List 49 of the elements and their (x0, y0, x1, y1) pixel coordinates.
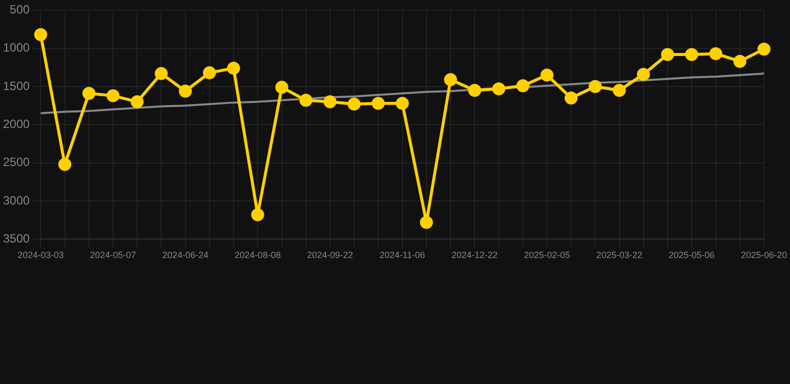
point (444, 73, 458, 86)
x-tick-label: 2024-03-03 (18, 250, 64, 260)
point (324, 95, 337, 108)
point (275, 80, 288, 94)
point (58, 158, 72, 171)
point (299, 94, 312, 107)
y-tick-label: 3500 (2, 232, 30, 246)
y-tick-label: 2000 (2, 117, 30, 132)
point (709, 47, 722, 60)
point (685, 48, 698, 61)
point (348, 98, 361, 111)
x-tick-label: 2024-12-22 (452, 250, 498, 260)
point (468, 84, 482, 97)
point (636, 68, 650, 81)
x-tick-label: 2024-06-24 (162, 250, 208, 260)
point (540, 68, 554, 82)
point (588, 80, 602, 94)
point (612, 84, 626, 97)
point (516, 79, 530, 92)
point (178, 84, 192, 98)
y-tick-label: 1500 (2, 78, 30, 93)
point (396, 96, 409, 110)
point (733, 54, 746, 68)
point (420, 216, 433, 229)
point (492, 82, 506, 96)
y-tick-label: 3000 (2, 193, 30, 208)
y-tick-label: 500 (10, 2, 30, 17)
x-tick-label: 2025-06-20 (740, 250, 788, 260)
point (564, 91, 578, 104)
x-tick-label: 2025-05-06 (668, 250, 715, 260)
y-tick-label: 1000 (2, 40, 30, 55)
x-tick-label: 2025-03-22 (596, 250, 642, 260)
y-tick-label: 2500 (2, 155, 30, 170)
point (202, 66, 216, 80)
point (757, 42, 770, 56)
point (82, 86, 96, 100)
point (251, 208, 264, 222)
x-tick-label: 2024-09-22 (306, 250, 354, 260)
x-tick-label: 2025-02-05 (524, 250, 570, 260)
x-tick-label: 2024-11-06 (380, 250, 426, 260)
point (661, 48, 674, 61)
point (227, 62, 240, 75)
x-tick-label: 2024-05-07 (90, 250, 136, 260)
point (106, 89, 120, 102)
point (34, 28, 48, 42)
point (130, 95, 144, 108)
point (372, 96, 385, 110)
x-tick-label: 2024-08-08 (234, 250, 281, 260)
point (154, 67, 168, 80)
